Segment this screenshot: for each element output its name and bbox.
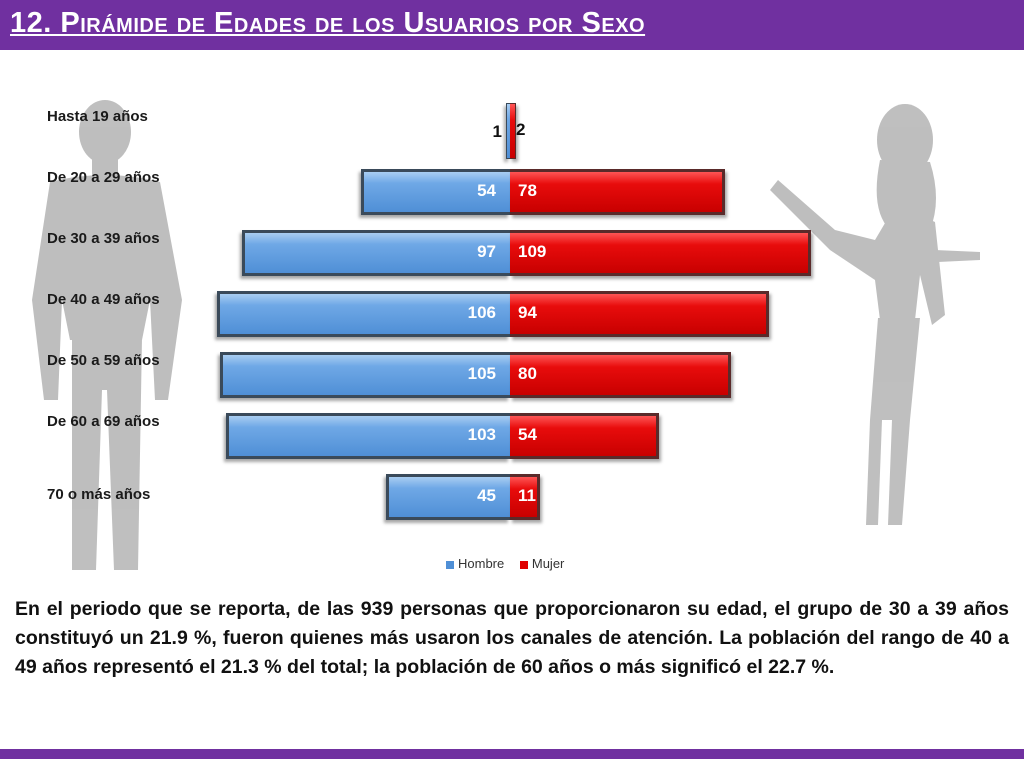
bar-hombre xyxy=(385,474,510,520)
age-group-label: 70 o más años xyxy=(47,486,151,503)
value-label-hombre: 1 xyxy=(492,122,502,141)
value-label-hombre: 103 xyxy=(467,425,496,444)
legend-swatch-hombre xyxy=(446,560,454,569)
bar-hombre xyxy=(220,352,510,398)
legend-item-hombre: Hombre xyxy=(446,556,504,571)
age-group-label: De 60 a 69 años xyxy=(47,413,160,430)
bar-mujer xyxy=(510,474,541,520)
value-label-mujer: 2 xyxy=(516,120,526,139)
bar-hombre xyxy=(225,413,510,459)
value-label-hombre: 105 xyxy=(467,364,496,383)
value-label-mujer: 78 xyxy=(518,181,537,200)
value-label-hombre: 54 xyxy=(477,181,496,200)
bar-hombre xyxy=(506,103,510,159)
age-group-label: De 50 a 59 años xyxy=(47,352,160,369)
man-silhouette-image xyxy=(32,100,182,570)
value-label-mujer: 94 xyxy=(518,303,537,322)
value-label-mujer: 80 xyxy=(518,364,537,383)
legend-label-mujer: Mujer xyxy=(531,556,565,571)
bar-mujer xyxy=(510,230,811,276)
bar-hombre xyxy=(242,230,510,276)
woman-silhouette-image xyxy=(770,104,980,525)
age-group-label: De 40 a 49 años xyxy=(47,291,160,308)
value-label-hombre: 106 xyxy=(467,303,496,322)
legend-item-mujer: Mujer xyxy=(519,556,565,571)
population-pyramid-chart: Hasta 19 años 1 2 De 20 a 29 años 54 78 De 30 … xyxy=(0,90,1024,590)
bar-mujer xyxy=(510,352,731,398)
value-label-mujer: 109 xyxy=(518,242,547,261)
value-label-mujer: 11 xyxy=(518,486,536,505)
footer-bar xyxy=(0,749,1024,759)
bar-mujer xyxy=(510,103,516,159)
chart-legend: Hombre Mujer xyxy=(446,556,576,571)
legend-swatch-mujer xyxy=(519,560,528,569)
age-group-label: De 30 a 39 años xyxy=(47,230,160,247)
value-label-mujer: 54 xyxy=(518,425,537,444)
bar-mujer xyxy=(510,169,726,215)
legend-label-hombre: Hombre xyxy=(458,556,505,571)
bar-hombre xyxy=(360,169,510,215)
age-group-label: Hasta 19 años xyxy=(47,108,148,125)
value-label-hombre: 45 xyxy=(477,486,496,505)
bar-hombre xyxy=(217,291,510,337)
age-group-label: De 20 a 29 años xyxy=(47,169,160,186)
summary-paragraph: En el periodo que se reporta, de las 939… xyxy=(15,598,1009,678)
slide-title: 12. Pirámide de Edades de los Usuarios p… xyxy=(10,7,646,39)
bar-mujer xyxy=(510,291,770,337)
value-label-hombre: 97 xyxy=(477,242,496,261)
bar-mujer xyxy=(510,413,660,459)
title-banner: 12. Pirámide de Edades de los Usuarios p… xyxy=(0,0,1024,50)
